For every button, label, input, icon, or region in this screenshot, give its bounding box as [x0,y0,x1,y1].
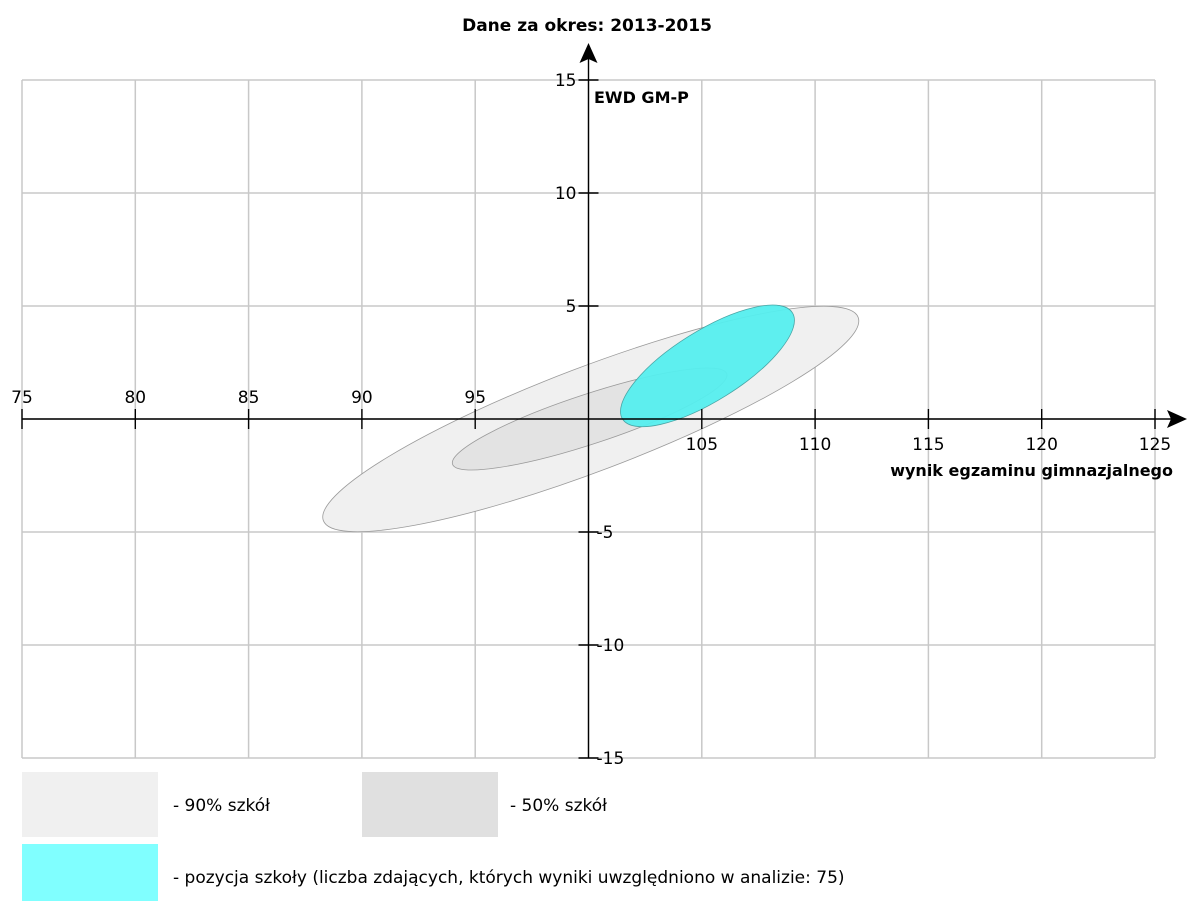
y-tick-label: 10 [555,184,577,204]
y-axis-label: EWD GM-P [594,88,689,107]
y-tick-label: -10 [597,636,625,656]
x-axis-label: wynik egzaminu gimnazjalnego [890,461,1173,480]
x-tick-label: 125 [1139,435,1171,455]
y-tick-label: -5 [597,523,614,543]
x-tick-label: 120 [1025,435,1057,455]
chart-title: Dane za okres: 2013-2015 [462,16,712,36]
x-tick-label: 115 [912,435,944,455]
y-tick-label: -15 [597,749,625,769]
x-tick-label: 75 [11,388,33,408]
y-tick-label: 15 [555,71,577,91]
x-tick-label: 85 [238,388,260,408]
y-tick-label: 5 [566,297,577,317]
legend-label-school: - pozycja szkoły (liczba zdających, któr… [173,868,845,888]
legend-label-90: - 90% szkół [173,796,270,816]
legend-swatch-90 [22,772,158,837]
x-tick-label: 95 [464,388,486,408]
y-axis-arrow [579,43,598,63]
legend-swatch-50 [362,772,498,837]
x-axis-arrow [1167,410,1187,428]
axes [22,43,1187,758]
x-tick-label: 80 [124,388,146,408]
x-tick-label: 110 [799,435,831,455]
x-tick-label: 105 [686,435,718,455]
x-tick-label: 90 [351,388,373,408]
legend-label-50: - 50% szkół [510,796,607,816]
legend-swatch-school [22,844,158,901]
